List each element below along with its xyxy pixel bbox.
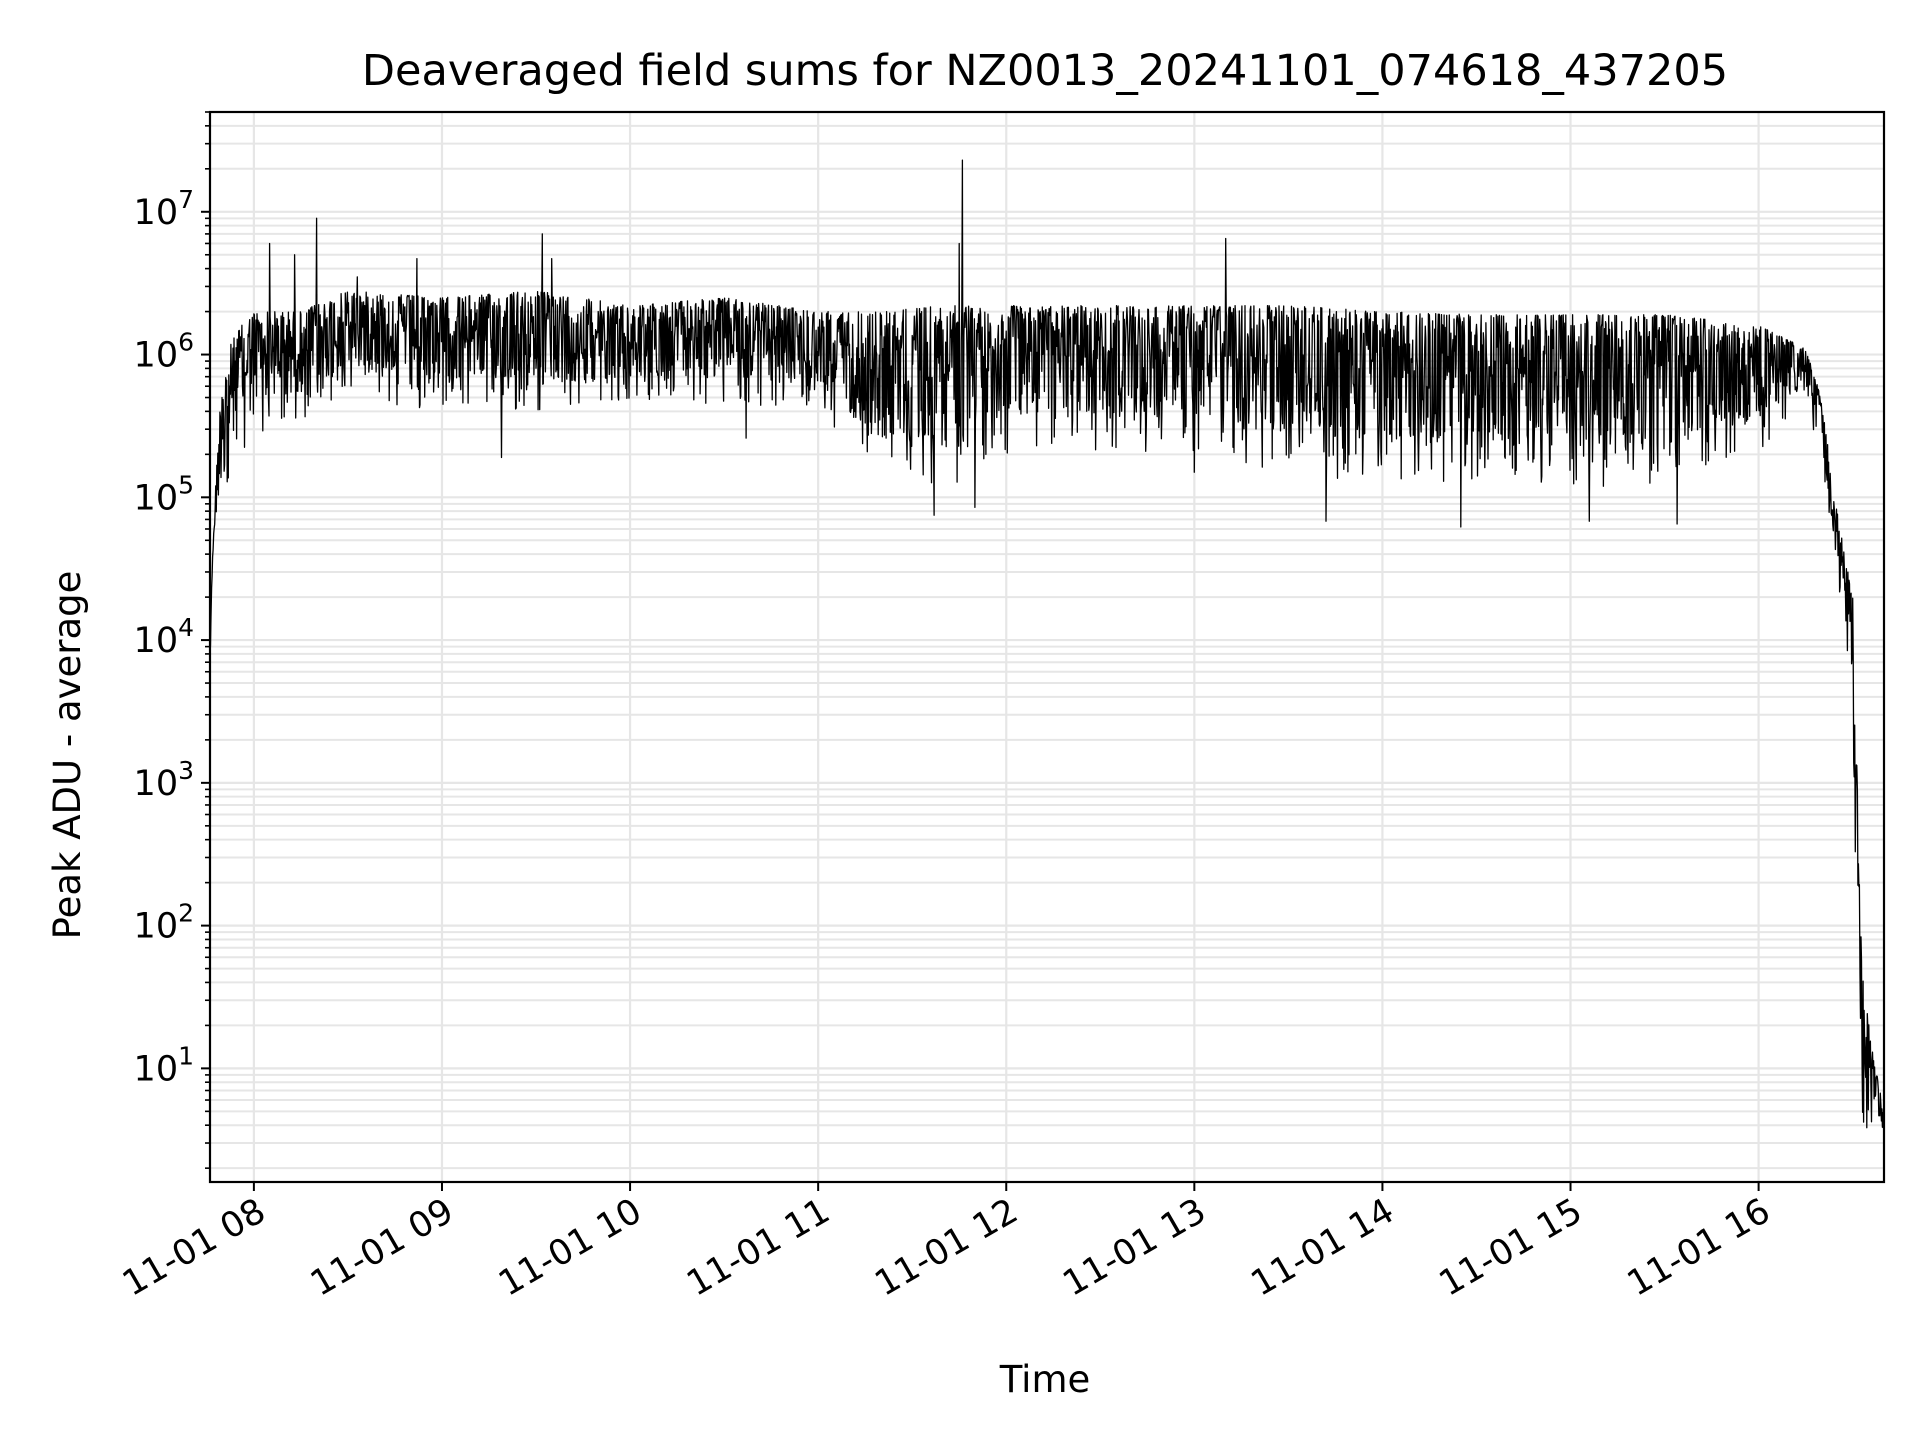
x-axis-label: Time bbox=[999, 1358, 1091, 1401]
chart-title: Deaveraged field sums for NZ0013_2024110… bbox=[362, 46, 1728, 96]
y-tick-label: 106 bbox=[134, 328, 194, 376]
y-tick-label: 104 bbox=[134, 613, 194, 661]
y-tick-label: 107 bbox=[134, 185, 194, 233]
y-axis-label: Peak ADU - average bbox=[46, 571, 89, 940]
y-tick-label: 101 bbox=[134, 1041, 194, 1089]
series-line bbox=[209, 159, 1885, 1129]
y-tick-label: 103 bbox=[134, 756, 194, 804]
y-tick-label: 105 bbox=[134, 470, 194, 518]
y-tick-label: 102 bbox=[134, 899, 194, 947]
series-polyline bbox=[209, 159, 1885, 1129]
grid bbox=[210, 111, 1884, 1182]
